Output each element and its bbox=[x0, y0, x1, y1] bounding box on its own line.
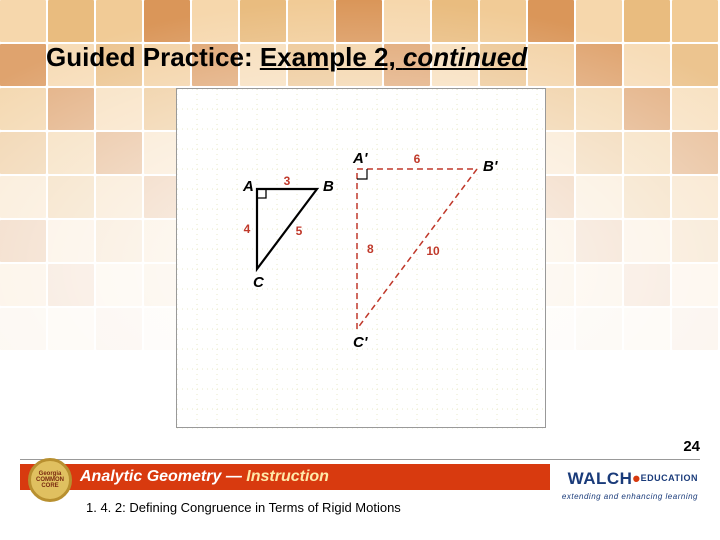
svg-text:8: 8 bbox=[367, 242, 374, 256]
svg-text:B': B' bbox=[483, 158, 498, 175]
banner-subject: Analytic Geometry bbox=[80, 468, 221, 485]
page-number: 24 bbox=[683, 438, 700, 455]
lesson-subtitle: 1. 4. 2: Defining Congruence in Terms of… bbox=[86, 500, 401, 515]
svg-text:A: A bbox=[242, 178, 254, 195]
svg-text:C': C' bbox=[353, 334, 368, 351]
title-main: Example 2, bbox=[260, 42, 403, 72]
banner-mode: Instruction bbox=[246, 468, 329, 485]
common-core-badge: Georgia COMMON CORE bbox=[28, 458, 72, 502]
walch-tagline: extending and enhancing learning bbox=[562, 492, 698, 501]
svg-text:B: B bbox=[323, 178, 334, 195]
svg-text:A': A' bbox=[352, 150, 368, 167]
svg-text:6: 6 bbox=[414, 152, 421, 166]
walch-logo-block: WALCH•EDUCATION extending and enhancing … bbox=[562, 466, 698, 501]
banner-text: Analytic Geometry — Instruction bbox=[80, 468, 329, 486]
geometry-diagram: A B C 3 4 5 A' B' C' 6 8 10 bbox=[176, 88, 546, 428]
svg-text:10: 10 bbox=[426, 244, 440, 258]
svg-text:3: 3 bbox=[284, 174, 291, 188]
page-title: Guided Practice: Example 2, continued bbox=[46, 42, 527, 73]
subject-banner: Analytic Geometry — Instruction bbox=[20, 464, 550, 490]
svg-text:C: C bbox=[253, 274, 265, 291]
svg-text:4: 4 bbox=[244, 222, 251, 236]
title-continued: continued bbox=[403, 42, 527, 72]
divider bbox=[20, 459, 700, 460]
svg-text:5: 5 bbox=[296, 224, 303, 238]
walch-logo: WALCH•EDUCATION bbox=[562, 466, 698, 492]
title-prefix: Guided Practice: bbox=[46, 42, 260, 72]
